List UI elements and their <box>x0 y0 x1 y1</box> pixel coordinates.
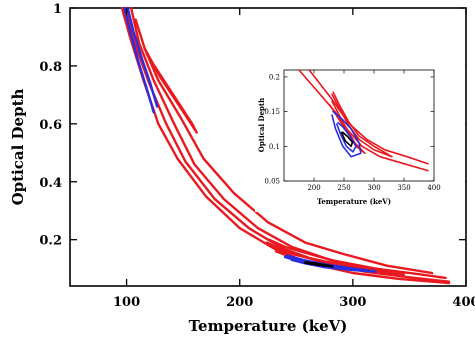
inset-y-axis-label: Optical Depth <box>257 98 266 153</box>
main-ticks: 100 200 300 400 0.2 0.4 0.6 0.8 1 <box>39 2 475 310</box>
inset-x-tick-label: 350 <box>397 184 410 192</box>
contour-black-11 <box>304 261 334 268</box>
y-tick-label: 1 <box>53 2 62 17</box>
inset-contour-red-3 <box>328 100 366 155</box>
inset-contour-red-2 <box>331 91 393 158</box>
inset-x-axis-label: Temperature (keV) <box>317 197 391 206</box>
contour-blue-7 <box>123 6 155 114</box>
inset-contours <box>298 69 429 172</box>
inset-x-tick-label: 300 <box>367 184 380 192</box>
inset-contour-blue-5 <box>336 121 357 153</box>
inset-plot: 200 250 300 350 400 0.05 0.1 0.15 0.2 Temperatur… <box>255 60 465 212</box>
x-tick-label: 200 <box>226 295 253 310</box>
x-tick-label: 400 <box>452 295 475 310</box>
y-axis-label: Optical Depth <box>9 88 27 205</box>
x-tick-label: 300 <box>339 295 366 310</box>
inset-contour-black-6 <box>340 131 354 148</box>
y-tick-label: 0.8 <box>39 60 62 75</box>
inset-x-tick-label: 400 <box>427 184 440 192</box>
inset-y-tick-label: 0.05 <box>264 178 280 186</box>
inset-plot-frame <box>283 69 435 182</box>
y-tick-label: 0.4 <box>39 176 62 191</box>
x-axis-label: Temperature (keV) <box>189 317 348 335</box>
contour-red-2 <box>129 6 447 280</box>
inset-x-tick-label: 250 <box>337 184 350 192</box>
y-tick-label: 0.6 <box>39 118 62 133</box>
main-plot: 100 200 300 400 0.2 0.4 0.6 0.8 1 Temperature (k… <box>9 2 475 335</box>
inset-ticks: 200 250 300 350 400 0.05 0.1 0.15 0.2 <box>264 70 441 192</box>
y-tick-label: 0.2 <box>39 234 62 249</box>
main-contours <box>120 6 451 285</box>
contour-red-6 <box>143 47 198 134</box>
contour-blue-8 <box>126 6 159 108</box>
main-plot-frame <box>69 7 467 287</box>
inset-y-tick-label: 0.15 <box>264 108 280 116</box>
contour-red-3 <box>134 18 434 275</box>
x-tick-label: 100 <box>113 295 140 310</box>
inset-x-tick-label: 200 <box>307 184 320 192</box>
inset-contour-blue-4 <box>331 110 362 158</box>
inset-y-tick-label: 0.2 <box>269 73 280 81</box>
inset-y-tick-label: 0.1 <box>269 143 280 151</box>
